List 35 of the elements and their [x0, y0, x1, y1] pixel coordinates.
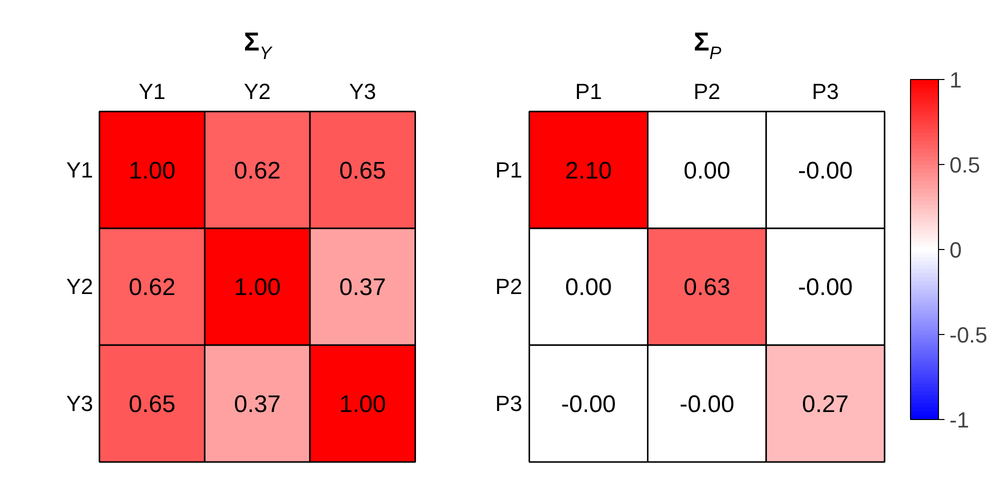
- data-label: 0.65: [339, 157, 386, 184]
- x-tick-label: Y3: [349, 79, 376, 104]
- color-bar-label: -0.5: [950, 322, 988, 348]
- data-label: 1.00: [234, 274, 281, 302]
- data-label: 0.37: [234, 391, 281, 418]
- y-tick-label: P1: [495, 157, 522, 182]
- x-tick-label: Y2: [244, 79, 271, 104]
- data-label: 0.00: [565, 274, 612, 302]
- data-label: -0.00: [798, 274, 853, 302]
- x-tick-label: Y1: [138, 79, 166, 104]
- data-label: -0.00: [798, 157, 853, 184]
- data-label: -0.00: [680, 391, 734, 418]
- data-label: 1.00: [128, 157, 176, 184]
- x-tick-label: P2: [693, 79, 720, 104]
- color-bar-label: 0: [950, 238, 962, 262]
- color-bar-label: 1: [950, 68, 962, 92]
- data-label: 0.00: [684, 157, 730, 184]
- color-bar-label: -1: [950, 408, 970, 432]
- y-tick-label: P3: [495, 391, 522, 416]
- data-label: 0.62: [234, 157, 281, 184]
- y-tick-label: Y3: [66, 391, 94, 416]
- data-label: 0.37: [339, 274, 386, 302]
- y-tick-label: P2: [495, 274, 522, 300]
- data-label: -0.00: [561, 391, 616, 418]
- y-tick-label: Y1: [66, 157, 94, 182]
- data-label: 0.62: [128, 274, 176, 302]
- x-tick-label: P3: [812, 79, 839, 104]
- x-tick-label: P1: [575, 79, 602, 104]
- data-label: 0.63: [684, 274, 730, 302]
- data-label: 0.65: [128, 391, 176, 418]
- y-tick-label: Y2: [66, 274, 94, 300]
- color-bar-label: 0.5: [950, 152, 980, 178]
- data-label: 2.10: [565, 157, 612, 184]
- data-label: 0.27: [802, 391, 849, 418]
- data-label: 1.00: [339, 391, 386, 418]
